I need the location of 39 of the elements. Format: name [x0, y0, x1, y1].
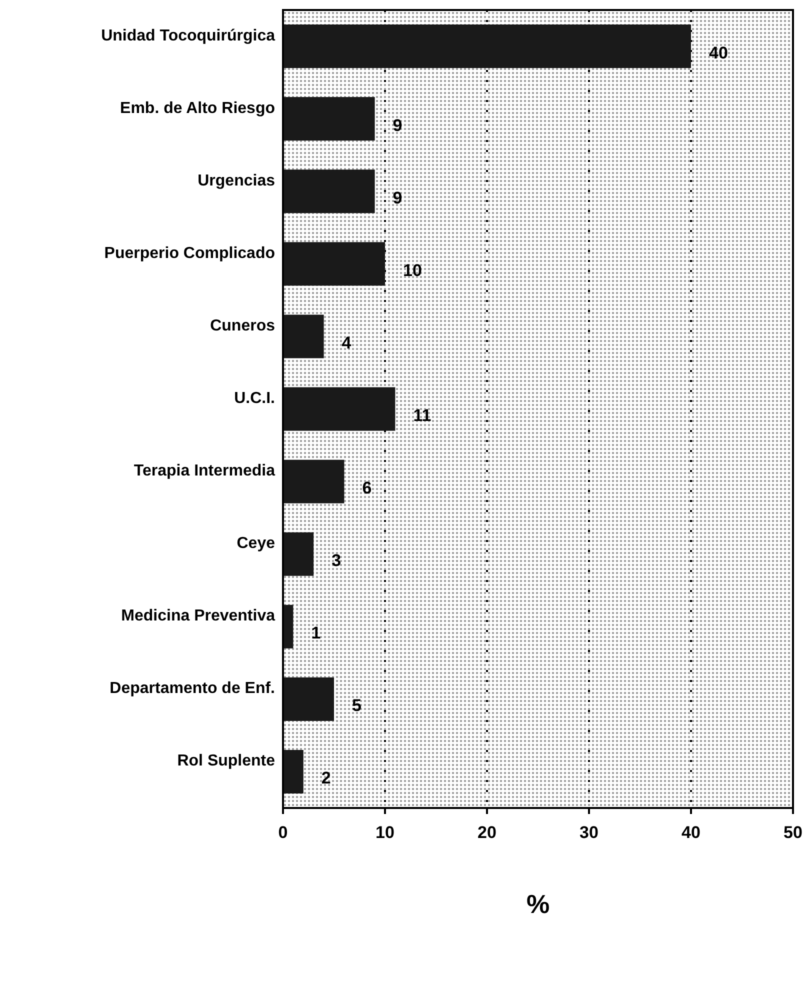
data-label: 9: [392, 116, 402, 135]
y-tick-label: Departamento de Enf.: [110, 680, 275, 698]
x-tick-label: 10: [376, 823, 394, 842]
y-tick-label: Terapia Intermedia: [134, 462, 276, 480]
y-tick-label: Rol Suplente: [177, 752, 276, 770]
bar: [283, 97, 375, 141]
x-tick-label: 30: [580, 823, 598, 842]
y-tick-label: Unidad Tocoquirúrgica: [101, 27, 276, 44]
data-label: 10: [403, 260, 422, 280]
data-label: 4: [342, 333, 352, 352]
data-label: 6: [362, 478, 372, 498]
bar: [283, 532, 314, 576]
data-label: 9: [392, 188, 402, 208]
data-label: 1: [311, 624, 321, 643]
data-label: 5: [352, 696, 362, 716]
y-tick-label: U.C.I.: [234, 390, 275, 407]
bar: [283, 460, 344, 504]
y-tick-label: Urgencias: [198, 172, 276, 190]
bar: [283, 677, 334, 721]
data-label: 40: [709, 43, 728, 62]
y-tick-label: Medicina Preventiva: [121, 608, 276, 625]
bar: [283, 170, 375, 214]
bar: [283, 24, 691, 68]
bar: [283, 314, 324, 358]
y-tick-label: Emb. de Alto Riesgo: [120, 100, 276, 117]
bar: [283, 750, 304, 794]
data-label: 3: [332, 551, 342, 570]
x-tick-label: 40: [682, 823, 700, 842]
y-tick-label: Puerperio Complicado: [104, 244, 276, 262]
y-tick-label: Cuneros: [210, 317, 276, 334]
data-label: 2: [321, 768, 331, 788]
x-axis-title: %: [526, 889, 550, 919]
x-tick-label: 20: [478, 823, 496, 842]
x-tick-label: 0: [278, 823, 288, 842]
y-tick-label: Ceye: [236, 535, 276, 552]
bar: [283, 387, 396, 431]
data-label: 11: [413, 406, 432, 425]
x-tick-label: 50: [784, 823, 802, 842]
bar: [283, 242, 385, 286]
